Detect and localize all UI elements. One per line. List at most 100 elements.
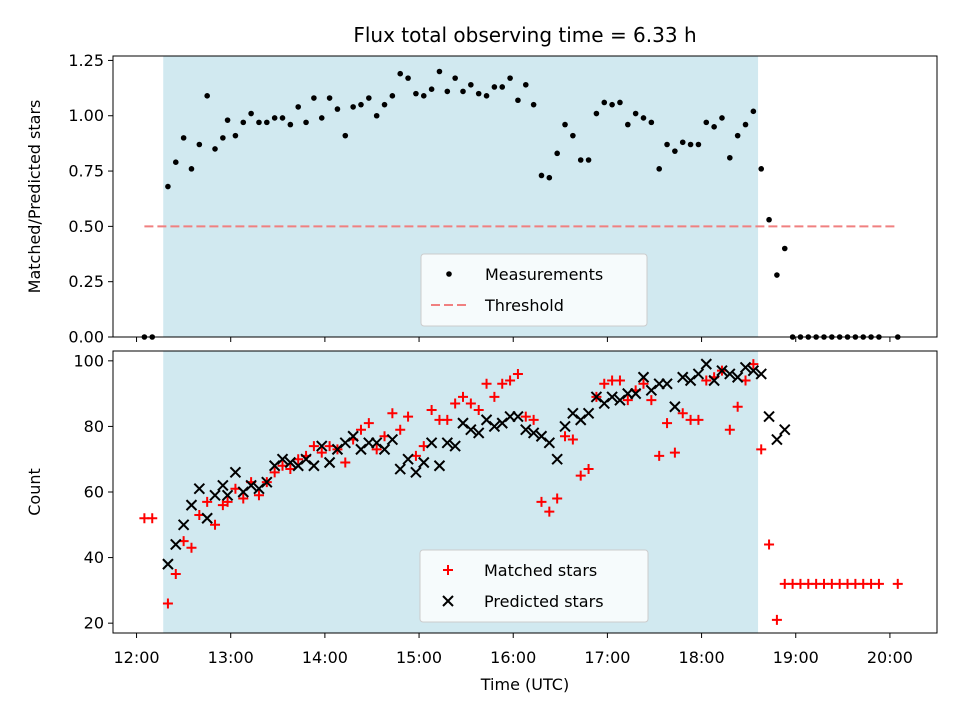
predicted-star-point: [394, 463, 406, 475]
measurement-point: [397, 70, 404, 77]
matched-star-point: [638, 378, 649, 389]
matched-star-point: [269, 467, 280, 478]
matched-star-point: [614, 375, 625, 386]
series-predicted-stars: [162, 358, 791, 570]
x-tick-label: 15:00: [396, 648, 442, 667]
measurement-point: [758, 166, 765, 172]
matched-star-point: [583, 464, 594, 475]
x-tick-label: 19:00: [773, 648, 819, 667]
matched-star-point: [186, 542, 197, 553]
matched-star-point: [371, 444, 382, 455]
legend-box: [419, 549, 649, 623]
measurement-point: [436, 68, 443, 75]
matched-star-point: [552, 493, 563, 504]
measurement-point: [204, 93, 210, 99]
x-tick-label: 18:00: [679, 648, 725, 667]
measurement-point: [774, 272, 780, 278]
measurement-point: [240, 119, 247, 126]
predicted-star-point: [559, 420, 571, 433]
predicted-star-point: [771, 433, 783, 446]
predicted-star-point: [527, 427, 540, 439]
y-tick-label: 80: [84, 417, 104, 436]
y-axis-label: Matched/Predicted stars: [25, 100, 44, 294]
predicted-star-point: [177, 519, 190, 531]
y-tick-label: 0.50: [68, 217, 104, 236]
y-tick-label: 20: [84, 614, 104, 633]
matched-star-point: [677, 408, 688, 419]
y-tick-label: 0.75: [68, 162, 104, 181]
legend-label: Measurements: [485, 265, 603, 284]
x-tick-label: 12:00: [113, 648, 159, 667]
measurement-point: [342, 132, 349, 139]
matched-star-point: [654, 450, 665, 461]
predicted-star-point: [449, 440, 461, 452]
series-matched-stars: [139, 359, 903, 625]
predicted-star-point: [724, 368, 736, 380]
x-tick-label: 20:00: [867, 648, 913, 667]
measurement-point: [672, 148, 678, 154]
measurement-point: [570, 132, 576, 139]
predicted-star-point: [543, 437, 556, 449]
measurement-point: [366, 95, 372, 101]
predicted-star-point: [378, 443, 391, 456]
matched-star-point: [892, 578, 903, 589]
x-tick-label: 17:00: [584, 648, 630, 667]
measurement-point: [279, 115, 286, 121]
measurement-point: [287, 121, 294, 128]
predicted-star-point: [739, 361, 752, 374]
measurement-point: [172, 159, 179, 166]
measurement-point: [381, 101, 388, 108]
predicted-star-point: [669, 401, 681, 413]
matched-star-point: [662, 418, 673, 429]
matched-star-point: [732, 401, 743, 412]
predicted-star-point: [217, 479, 229, 492]
x-tick-label: 13:00: [208, 648, 254, 667]
measurement-point: [593, 110, 600, 117]
predicted-star-point: [162, 558, 174, 570]
matched-star-point: [426, 405, 437, 416]
matched-star-point: [560, 431, 571, 442]
matched-star-point: [520, 411, 531, 422]
predicted-star-point: [229, 466, 242, 479]
matched-star-point: [599, 378, 610, 389]
matched-star-point: [473, 405, 484, 416]
x-tick-label: 16:00: [490, 648, 536, 667]
measurement-point: [601, 99, 608, 106]
matched-star-point: [450, 398, 461, 409]
predicted-star-point: [747, 364, 760, 377]
measurement-point: [530, 101, 537, 108]
matched-star-point: [442, 414, 453, 425]
measurement-point: [373, 112, 380, 119]
measurement-point: [350, 104, 356, 110]
predicted-star-point: [700, 358, 712, 370]
measurement-point: [742, 121, 749, 128]
measurement-point: [358, 101, 364, 108]
measurement-point: [444, 88, 451, 95]
predicted-star-point: [637, 371, 650, 383]
matched-star-point: [308, 441, 319, 452]
predicted-star-point: [193, 483, 206, 495]
measurement-point: [303, 119, 309, 126]
matched-star-point: [253, 490, 264, 501]
measurement-point: [256, 119, 262, 126]
matched-star-point: [387, 408, 398, 419]
axes-frame: [112, 350, 938, 634]
matched-star-point: [497, 378, 508, 389]
measurement-point: [632, 110, 639, 117]
predicted-star-point: [441, 437, 454, 449]
predicted-star-point: [245, 479, 257, 492]
measurement-point: [711, 124, 717, 130]
measurement-point: [679, 139, 686, 146]
predicted-star-point: [284, 456, 297, 469]
measurement-point: [577, 157, 584, 163]
matched-star-point: [693, 414, 704, 425]
y-axis-label: Count: [25, 468, 44, 516]
legend: Measurements Threshold: [420, 253, 648, 327]
predicted-star-point: [488, 420, 501, 433]
predicted-star-point: [276, 453, 289, 465]
predicted-star-point: [708, 374, 720, 387]
predicted-star-point: [551, 453, 563, 465]
predicted-star-point: [606, 391, 618, 403]
measurement-point: [212, 146, 218, 152]
matched-star-point: [202, 496, 213, 507]
